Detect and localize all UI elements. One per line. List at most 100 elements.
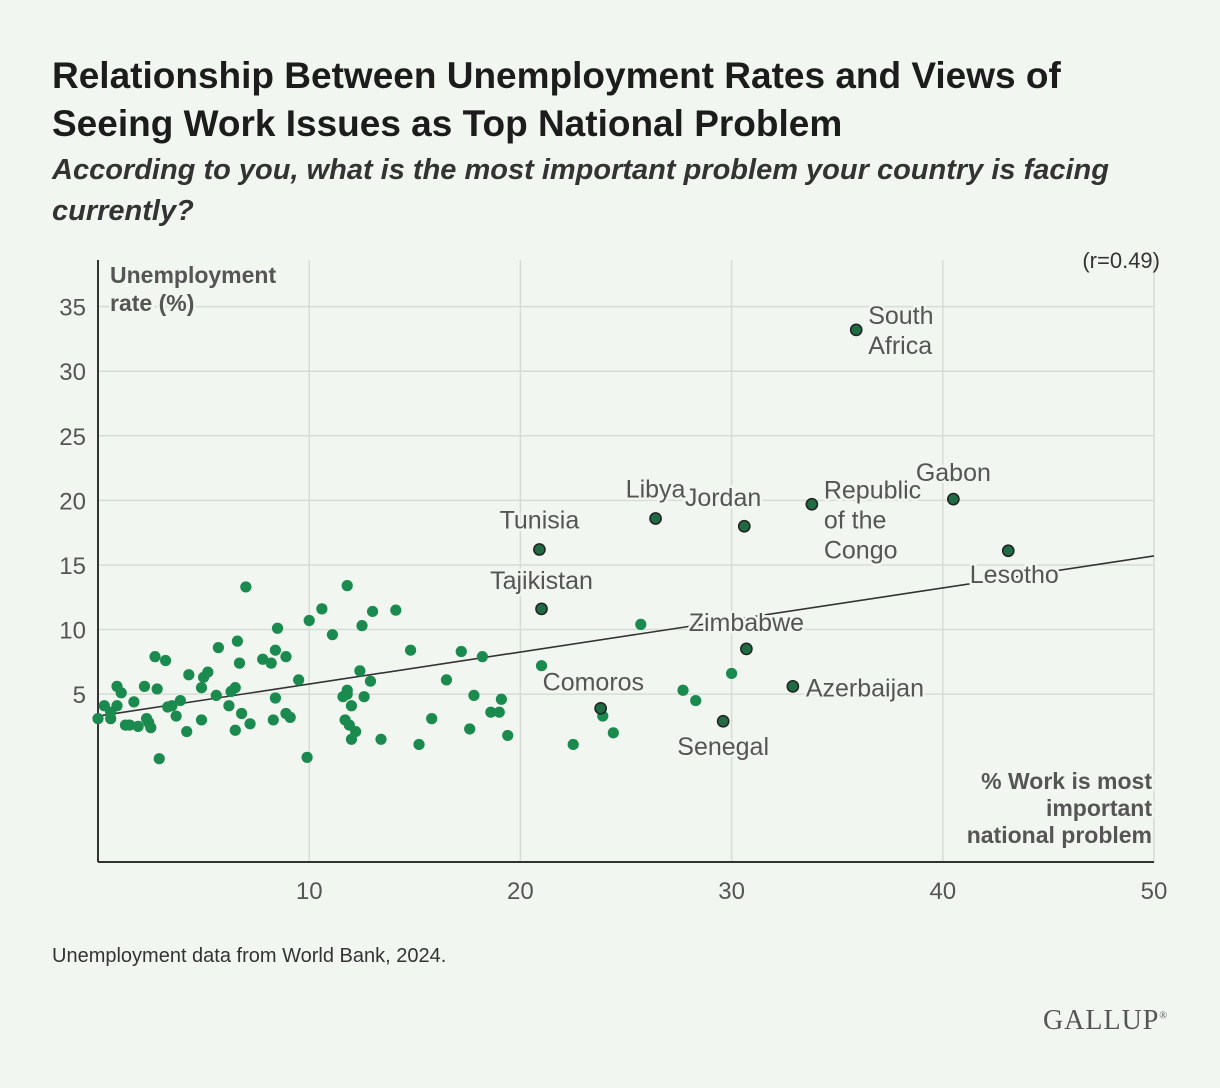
data-point: [124, 719, 136, 731]
point-label-line: Tajikistan: [490, 567, 593, 595]
point-label-line: Africa: [868, 332, 932, 360]
data-point: [301, 751, 313, 763]
data-point: [111, 700, 123, 712]
y-tick-label: 30: [59, 359, 86, 386]
data-point: [354, 665, 366, 677]
data-point: [495, 693, 507, 705]
data-point: [271, 622, 284, 634]
point-label-line: Libya: [626, 475, 686, 503]
data-point: [356, 620, 368, 632]
labeled-data-point: [1001, 544, 1015, 558]
data-point: [690, 694, 702, 707]
data-point: [303, 614, 315, 627]
data-point: [358, 691, 370, 703]
labeled-data-point: [947, 492, 960, 506]
y-tick-label: 15: [59, 553, 86, 580]
data-point: [440, 674, 453, 686]
data-point: [341, 580, 353, 592]
data-point: [229, 682, 241, 694]
point-label: Gabon: [916, 459, 991, 487]
x-axis-title-line: important: [1046, 795, 1152, 821]
data-point: [316, 603, 328, 615]
y-tick-label: 20: [59, 488, 86, 515]
points-layer: [92, 323, 1015, 765]
point-label: Tunisia: [500, 506, 580, 534]
data-point: [677, 684, 689, 696]
data-point: [128, 696, 140, 708]
point-label-line: Congo: [824, 536, 898, 564]
y-axis-title-line: rate (%): [110, 290, 194, 316]
data-point: [257, 653, 269, 665]
point-label-line: Jordan: [685, 484, 761, 512]
point-label: Libya: [626, 475, 686, 503]
x-axis-title: % Work is most important national problem: [967, 768, 1153, 848]
data-point: [210, 689, 222, 701]
y-tick-label: 10: [59, 618, 86, 645]
data-point: [265, 657, 277, 669]
y-tick-label: 35: [59, 295, 86, 322]
labeled-data-point: [594, 701, 608, 715]
data-point: [535, 660, 548, 672]
data-point: [726, 667, 738, 680]
x-tick-label: 20: [507, 878, 534, 905]
data-point: [366, 605, 379, 618]
x-axis-title-line: % Work is most: [981, 768, 1152, 794]
point-label-line: Senegal: [677, 733, 769, 761]
data-point: [567, 738, 579, 751]
data-point: [240, 581, 252, 593]
point-label: Azerbaijan: [806, 674, 924, 702]
point-label-line: Azerbaijan: [806, 674, 924, 702]
labeled-data-point: [805, 497, 819, 511]
data-point: [493, 706, 505, 718]
annotations-layer: Unemployment rate (%) % Work is most import…: [108, 248, 1161, 851]
x-tick-label: 50: [1141, 878, 1168, 905]
point-label: Tajikistan: [490, 567, 593, 595]
footnote: Unemployment data from World Bank, 2024.: [52, 945, 447, 967]
point-label-line: Lesotho: [970, 561, 1059, 589]
data-point: [269, 692, 282, 704]
data-point: [485, 706, 497, 718]
point-label: Republic of the Congo: [824, 476, 921, 564]
data-point: [181, 725, 193, 738]
data-point: [170, 710, 182, 722]
data-point: [375, 733, 387, 745]
trendline: [97, 555, 1155, 717]
point-label: Lesotho: [970, 561, 1059, 589]
data-point: [145, 722, 157, 734]
data-point: [404, 644, 417, 656]
data-point: [153, 753, 165, 765]
point-label-line: Zimbabwe: [689, 609, 804, 637]
data-point: [236, 707, 248, 720]
data-point: [115, 687, 127, 699]
data-point: [267, 714, 279, 726]
data-point: [233, 657, 246, 669]
chart-title: Relationship Between Unemployment Rates …: [52, 55, 1061, 144]
point-label-line: Comoros: [543, 668, 644, 696]
point-label-line: Gabon: [916, 459, 991, 487]
data-point: [607, 727, 619, 739]
point-label: Comoros: [543, 668, 644, 696]
data-point: [426, 713, 438, 725]
data-point: [464, 723, 476, 735]
labeled-data-point: [740, 642, 753, 656]
x-tick-label: 30: [718, 878, 745, 905]
labeled-data-point: [786, 680, 800, 693]
data-point: [502, 729, 514, 742]
chart-subtitle: According to you, what is the most impor…: [52, 154, 1109, 227]
data-point: [138, 680, 151, 692]
data-point: [92, 713, 104, 725]
labeled-data-point: [649, 512, 662, 525]
data-point: [159, 654, 172, 667]
data-point: [284, 711, 296, 723]
data-point: [132, 720, 144, 732]
point-label: Senegal: [677, 733, 769, 761]
x-tick-label: 10: [296, 878, 323, 905]
labeled-data-point: [849, 323, 863, 337]
y-tick-label: 5: [73, 682, 86, 709]
data-point: [151, 683, 163, 695]
point-label-line: Republic: [824, 476, 921, 504]
data-point: [195, 682, 208, 694]
x-axis-title-line: national problem: [967, 822, 1152, 848]
